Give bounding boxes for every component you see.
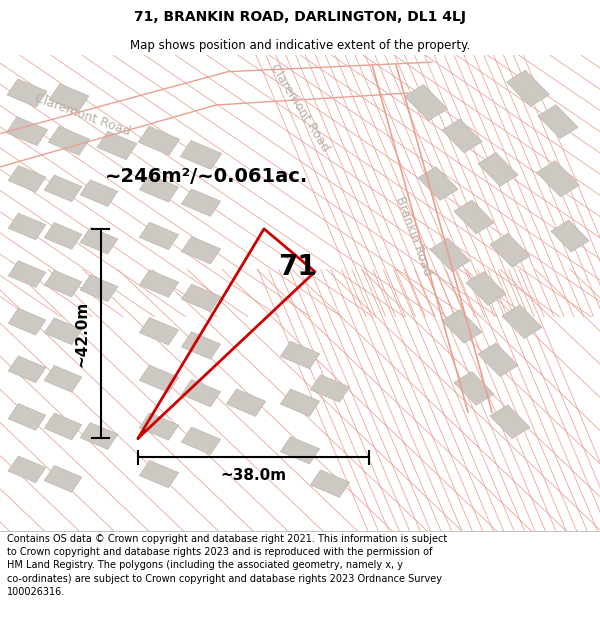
Polygon shape: [48, 126, 90, 155]
Polygon shape: [8, 308, 46, 335]
Text: Brankin Road: Brankin Road: [393, 194, 434, 278]
Polygon shape: [44, 175, 82, 202]
Polygon shape: [181, 236, 221, 264]
Text: 71: 71: [278, 253, 316, 281]
Polygon shape: [80, 228, 118, 254]
Polygon shape: [80, 422, 118, 449]
Polygon shape: [466, 271, 506, 305]
Polygon shape: [181, 284, 221, 312]
Polygon shape: [506, 70, 550, 106]
Polygon shape: [8, 356, 46, 382]
Polygon shape: [139, 365, 179, 392]
Polygon shape: [49, 84, 89, 112]
Polygon shape: [6, 117, 48, 146]
Polygon shape: [139, 412, 179, 440]
Text: Map shows position and indicative extent of the property.: Map shows position and indicative extent…: [130, 39, 470, 52]
Polygon shape: [280, 389, 320, 416]
Polygon shape: [502, 305, 542, 339]
Text: Claremont Road: Claremont Road: [33, 91, 132, 138]
Polygon shape: [80, 275, 118, 302]
Polygon shape: [478, 343, 518, 377]
Polygon shape: [44, 318, 82, 344]
Text: 71, BRANKIN ROAD, DARLINGTON, DL1 4LJ: 71, BRANKIN ROAD, DARLINGTON, DL1 4LJ: [134, 9, 466, 24]
Polygon shape: [80, 180, 118, 206]
Text: Claremont Road: Claremont Road: [267, 61, 331, 154]
Polygon shape: [138, 126, 180, 155]
Polygon shape: [404, 84, 448, 121]
Polygon shape: [430, 238, 470, 272]
Polygon shape: [454, 371, 494, 405]
Polygon shape: [8, 404, 46, 431]
Polygon shape: [490, 405, 530, 439]
Polygon shape: [139, 461, 179, 488]
Text: ~38.0m: ~38.0m: [220, 468, 287, 483]
Polygon shape: [310, 470, 350, 498]
Polygon shape: [310, 374, 350, 402]
Polygon shape: [181, 379, 221, 407]
Polygon shape: [8, 456, 46, 482]
Polygon shape: [418, 167, 458, 201]
Polygon shape: [44, 413, 82, 440]
Polygon shape: [280, 341, 320, 369]
Polygon shape: [97, 131, 137, 159]
Polygon shape: [181, 427, 221, 454]
Polygon shape: [180, 141, 222, 169]
Polygon shape: [478, 152, 518, 186]
Polygon shape: [280, 437, 320, 464]
Text: ~42.0m: ~42.0m: [74, 301, 89, 367]
Polygon shape: [44, 366, 82, 392]
Polygon shape: [8, 213, 46, 240]
Polygon shape: [538, 105, 578, 139]
Polygon shape: [454, 200, 494, 234]
Polygon shape: [551, 220, 589, 252]
Polygon shape: [181, 189, 221, 216]
Polygon shape: [139, 222, 179, 250]
Polygon shape: [139, 318, 179, 345]
Polygon shape: [226, 389, 266, 416]
Polygon shape: [44, 270, 82, 297]
Text: Contains OS data © Crown copyright and database right 2021. This information is : Contains OS data © Crown copyright and d…: [7, 534, 448, 597]
Polygon shape: [7, 79, 47, 107]
Polygon shape: [181, 332, 221, 359]
Polygon shape: [8, 166, 46, 192]
Polygon shape: [44, 222, 82, 249]
Text: ~246m²/~0.061ac.: ~246m²/~0.061ac.: [105, 167, 308, 186]
Polygon shape: [44, 466, 82, 492]
Polygon shape: [442, 309, 482, 343]
Polygon shape: [139, 174, 179, 202]
Polygon shape: [8, 261, 46, 288]
Polygon shape: [490, 233, 530, 267]
Polygon shape: [536, 161, 580, 197]
Polygon shape: [442, 119, 482, 152]
Polygon shape: [139, 270, 179, 298]
